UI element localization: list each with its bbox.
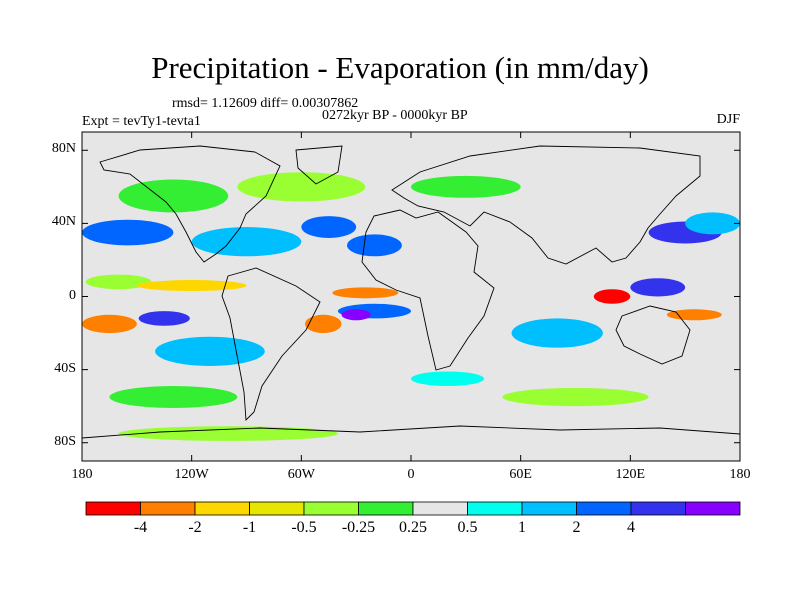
field-patch-21 [511, 318, 603, 348]
field-patch-8 [347, 234, 402, 257]
y-tick-label: 0 [69, 287, 76, 303]
field-patch-24 [411, 371, 485, 387]
coast-africa-eurasia [361, 145, 701, 371]
colorbar-label: 0.25 [399, 519, 427, 536]
colorbar-swatch-10 [630, 501, 686, 516]
colorbar-swatch-7 [467, 501, 523, 516]
colorbar-label: -0.25 [341, 519, 376, 536]
field-patch-14 [138, 311, 190, 326]
field-layer [82, 172, 740, 441]
coast-australia [615, 305, 691, 365]
y-tick-label: 40N [51, 214, 76, 230]
colorbar-swatch-6 [412, 501, 468, 516]
field-patch-22 [109, 386, 238, 408]
colorbar-swatch-3 [249, 501, 305, 516]
stats-line: rmsd= 1.12609 diff= 0.00307862 [172, 96, 359, 111]
coastlines [82, 145, 740, 439]
colorbar-label: 2 [572, 519, 581, 536]
x-tick-label: 120E [615, 467, 646, 482]
experiment-line: Expt = tevTy1-tevta1 [82, 114, 201, 129]
field-patch-16 [304, 314, 342, 334]
field-patch-10 [136, 280, 247, 292]
field-patch-0 [118, 179, 229, 213]
colorbar-label: -1 [242, 519, 257, 536]
colorbar-label: -0.5 [291, 519, 317, 536]
field-patch-20 [155, 336, 265, 366]
x-tick-label: 60W [287, 467, 315, 482]
map-title: Precipitation - Evaporation (in mm/day) [151, 50, 649, 85]
field-patch-5 [301, 216, 357, 239]
colorbar-swatch-1 [140, 501, 196, 516]
x-tick-label: 180 [729, 467, 751, 482]
colorbar-swatch-11 [685, 501, 741, 516]
field-patch-25 [118, 426, 338, 441]
colorbar-label: -4 [133, 519, 148, 536]
coast-south-america [221, 267, 321, 422]
field-patch-1 [237, 172, 366, 202]
x-tick-label: 120W [174, 467, 209, 482]
colorbar-swatch-4 [303, 501, 359, 516]
field-patch-13 [82, 314, 137, 334]
field-patch-23 [502, 387, 649, 407]
field-patch-9 [85, 274, 152, 290]
coast-antarctica [82, 425, 740, 439]
season-label: DJF [716, 112, 740, 127]
axis-ticks [81, 132, 741, 461]
coast-greenland [295, 145, 343, 185]
field-patch-15 [341, 309, 371, 321]
colorbar-swatch-0 [85, 501, 141, 516]
colorbar-swatch-5 [358, 501, 414, 516]
field-patch-4 [191, 227, 302, 257]
period-line: 0272kyr BP - 0000kyr BP [322, 108, 468, 123]
colorbar-swatch-8 [521, 501, 577, 516]
colorbar [85, 501, 741, 516]
coast-north-america [99, 145, 281, 263]
colorbar-label: 0.5 [457, 519, 478, 536]
y-tick-label: 80N [51, 141, 76, 157]
field-patch-19 [666, 309, 722, 321]
field-patch-7 [685, 212, 740, 235]
x-tick-label: 180 [71, 467, 93, 482]
colorbar-label: 4 [627, 519, 635, 536]
field-patch-17 [593, 289, 631, 304]
y-tick-label: 80S [54, 433, 76, 449]
field-patch-3 [82, 219, 174, 246]
x-tick-label: 60E [509, 467, 532, 482]
map-plot-area [81, 131, 741, 462]
x-tick-label: 0 [407, 467, 415, 482]
field-patch-18 [630, 278, 686, 297]
colorbar-label: 1 [518, 519, 526, 536]
colorbar-label: -2 [188, 519, 202, 536]
colorbar-swatch-2 [194, 501, 250, 516]
field-patch-11 [332, 287, 399, 299]
field-patch-2 [411, 175, 521, 198]
colorbar-swatch-9 [576, 501, 632, 516]
y-tick-label: 40S [54, 360, 76, 376]
